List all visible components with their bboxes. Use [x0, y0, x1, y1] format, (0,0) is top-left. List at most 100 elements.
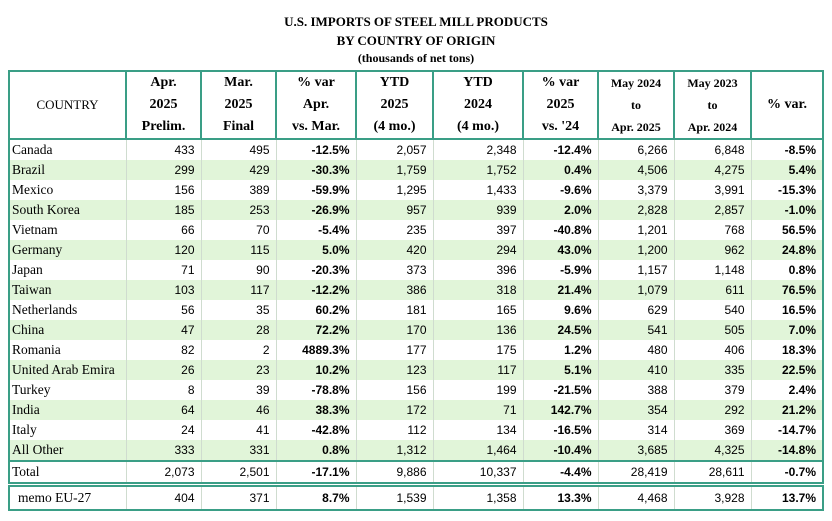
- header-line: Mar.: [224, 75, 253, 90]
- header-line: Apr. 2025: [611, 120, 661, 134]
- value-cell: 76.5%: [750, 280, 824, 300]
- header-line: (4 mo.): [373, 119, 416, 134]
- country-name: Mexico: [8, 180, 127, 200]
- header-line: to: [707, 98, 718, 112]
- value-cell: 2.0%: [522, 200, 599, 220]
- header-line: 2024: [464, 97, 492, 112]
- value-cell: 43.0%: [522, 240, 599, 260]
- value-cell: 768: [673, 220, 752, 240]
- value-cell: 1,358: [432, 486, 524, 510]
- value-cell: -20.3%: [275, 260, 357, 280]
- value-cell: 369: [673, 420, 752, 440]
- data-row: Japan 71 90 -20.3% 373 396 -5.9% 1,157 1,148 0.8%: [8, 260, 824, 280]
- value-cell: -59.9%: [275, 180, 357, 200]
- value-cell: 1,464: [432, 440, 524, 461]
- value-cell: 396: [432, 260, 524, 280]
- value-cell: 1,433: [432, 180, 524, 200]
- country-name: South Korea: [8, 200, 127, 220]
- data-row: All Other 333 331 0.8% 1,312 1,464 -10.4% 3,685…: [8, 440, 824, 461]
- value-cell: 16.5%: [750, 300, 824, 320]
- value-cell: 22.5%: [750, 360, 824, 380]
- value-cell: 41: [200, 420, 277, 440]
- value-cell: -1.0%: [750, 200, 824, 220]
- value-cell: 294: [432, 240, 524, 260]
- value-cell: 962: [673, 240, 752, 260]
- header-line: vs. Mar.: [291, 119, 341, 134]
- header-line: Apr. 2024: [687, 120, 738, 134]
- value-cell: -8.5%: [750, 139, 824, 160]
- value-cell: -4.4%: [522, 460, 599, 483]
- country-name: Japan: [8, 260, 127, 280]
- header-line: May 2023: [687, 76, 738, 90]
- country-name: Total: [8, 460, 127, 483]
- column-header: % var Apr. vs. Mar.: [275, 71, 357, 140]
- value-cell: 9,886: [355, 460, 434, 483]
- value-cell: 253: [200, 200, 277, 220]
- column-header: YTD 2024 (4 mo.): [432, 71, 524, 140]
- value-cell: 331: [200, 440, 277, 461]
- value-cell: 4889.3%: [275, 340, 357, 360]
- value-cell: 1,157: [597, 260, 675, 280]
- header-line: Apr.: [302, 97, 330, 112]
- value-cell: 5.4%: [750, 160, 824, 180]
- data-row: Vietnam 66 70 -5.4% 235 397 -40.8% 1,201 768 56.5…: [8, 220, 824, 240]
- value-cell: 24.5%: [522, 320, 599, 340]
- country-name: India: [8, 400, 127, 420]
- value-cell: -0.7%: [750, 460, 824, 483]
- country-name: United Arab Emira: [8, 360, 127, 380]
- subtitle: BY COUNTRY OF ORIGIN: [336, 33, 496, 48]
- value-cell: -16.5%: [522, 420, 599, 440]
- value-cell: 292: [673, 400, 752, 420]
- country-name: Netherlands: [8, 300, 127, 320]
- header-line: May 2024: [610, 76, 662, 90]
- value-cell: 541: [597, 320, 675, 340]
- value-cell: 24.8%: [750, 240, 824, 260]
- value-cell: 410: [597, 360, 675, 380]
- value-cell: 939: [432, 200, 524, 220]
- value-cell: 379: [673, 380, 752, 400]
- column-header: COUNTRY: [8, 71, 127, 140]
- value-cell: 3,379: [597, 180, 675, 200]
- value-cell: 181: [355, 300, 434, 320]
- value-cell: 0.8%: [275, 440, 357, 461]
- value-cell: 1,539: [355, 486, 434, 510]
- value-cell: 3,928: [673, 486, 752, 510]
- column-header: % var 2025 vs. '24: [522, 71, 599, 140]
- value-cell: 185: [125, 200, 202, 220]
- country-name: Brazil: [8, 160, 127, 180]
- value-cell: 8.7%: [275, 486, 357, 510]
- country-name: Romania: [8, 340, 127, 360]
- column-header: Mar. 2025 Final: [200, 71, 277, 140]
- data-row: Brazil 299 429 -30.3% 1,759 1,752 0.4% 4,506 4,2…: [8, 160, 824, 180]
- value-cell: 115: [200, 240, 277, 260]
- header-line: Final: [222, 119, 255, 134]
- value-cell: 429: [200, 160, 277, 180]
- data-row: China 47 28 72.2% 170 136 24.5% 541 505 7.0%: [8, 320, 824, 340]
- value-cell: 420: [355, 240, 434, 260]
- value-cell: 6,266: [597, 139, 675, 160]
- value-cell: 2,857: [673, 200, 752, 220]
- value-cell: 23: [200, 360, 277, 380]
- header-line: 2025: [380, 97, 409, 112]
- value-cell: 70: [200, 220, 277, 240]
- data-row: Romania 82 2 4889.3% 177 175 1.2% 480 406 18.3%: [8, 340, 824, 360]
- value-cell: 386: [355, 280, 434, 300]
- value-cell: -42.8%: [275, 420, 357, 440]
- value-cell: 388: [597, 380, 675, 400]
- header-line: vs. '24: [541, 119, 580, 134]
- value-cell: 299: [125, 160, 202, 180]
- value-cell: 10.2%: [275, 360, 357, 380]
- value-cell: 175: [432, 340, 524, 360]
- value-cell: 172: [355, 400, 434, 420]
- value-cell: -5.4%: [275, 220, 357, 240]
- value-cell: 335: [673, 360, 752, 380]
- column-header: YTD 2025 (4 mo.): [355, 71, 434, 140]
- value-cell: 540: [673, 300, 752, 320]
- value-cell: 1,752: [432, 160, 524, 180]
- value-cell: 112: [355, 420, 434, 440]
- value-cell: -12.2%: [275, 280, 357, 300]
- value-cell: 21.4%: [522, 280, 599, 300]
- header-line: 2025: [149, 97, 178, 112]
- data-row: United Arab Emira 26 23 10.2% 123 117 5.1% 410 3…: [8, 360, 824, 380]
- column-header: May 2023 to Apr. 2024: [673, 71, 752, 140]
